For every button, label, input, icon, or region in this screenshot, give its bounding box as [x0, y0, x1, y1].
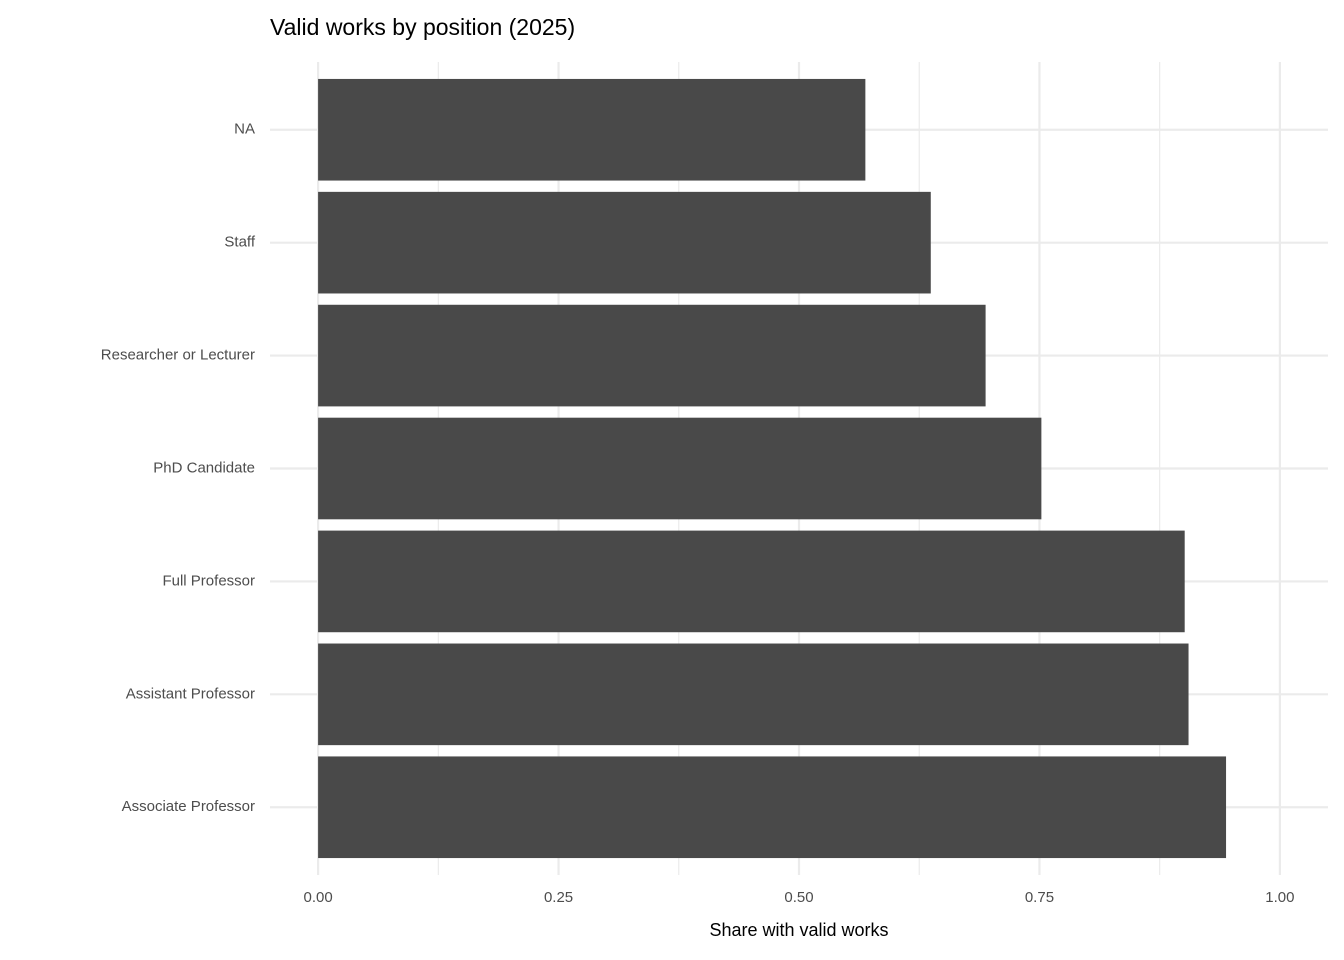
y-tick-label: Assistant Professor: [126, 685, 255, 702]
x-tick-label: 0.25: [544, 889, 573, 906]
y-tick-label: NA: [234, 121, 255, 138]
bar: [318, 643, 1189, 746]
bar: [318, 304, 986, 407]
y-tick-label: PhD Candidate: [153, 459, 255, 476]
x-tick-label: 0.75: [1025, 889, 1054, 906]
x-tick-label: 1.00: [1265, 889, 1294, 906]
chart-title: Valid works by position (2025): [270, 14, 575, 40]
marks: [318, 78, 1227, 859]
bar: [318, 78, 866, 181]
y-tick-label: Researcher or Lecturer: [101, 347, 255, 364]
bar: [318, 530, 1185, 633]
bar: [318, 756, 1227, 859]
x-tick-label: 0.00: [303, 889, 332, 906]
y-tick-label: Full Professor: [162, 572, 255, 589]
bar: [318, 191, 931, 294]
x-axis-title: Share with valid works: [709, 920, 888, 940]
y-tick-label: Associate Professor: [122, 798, 255, 815]
x-tick-label: 0.50: [784, 889, 813, 906]
bar: [318, 417, 1042, 520]
y-tick-label: Staff: [224, 234, 255, 251]
